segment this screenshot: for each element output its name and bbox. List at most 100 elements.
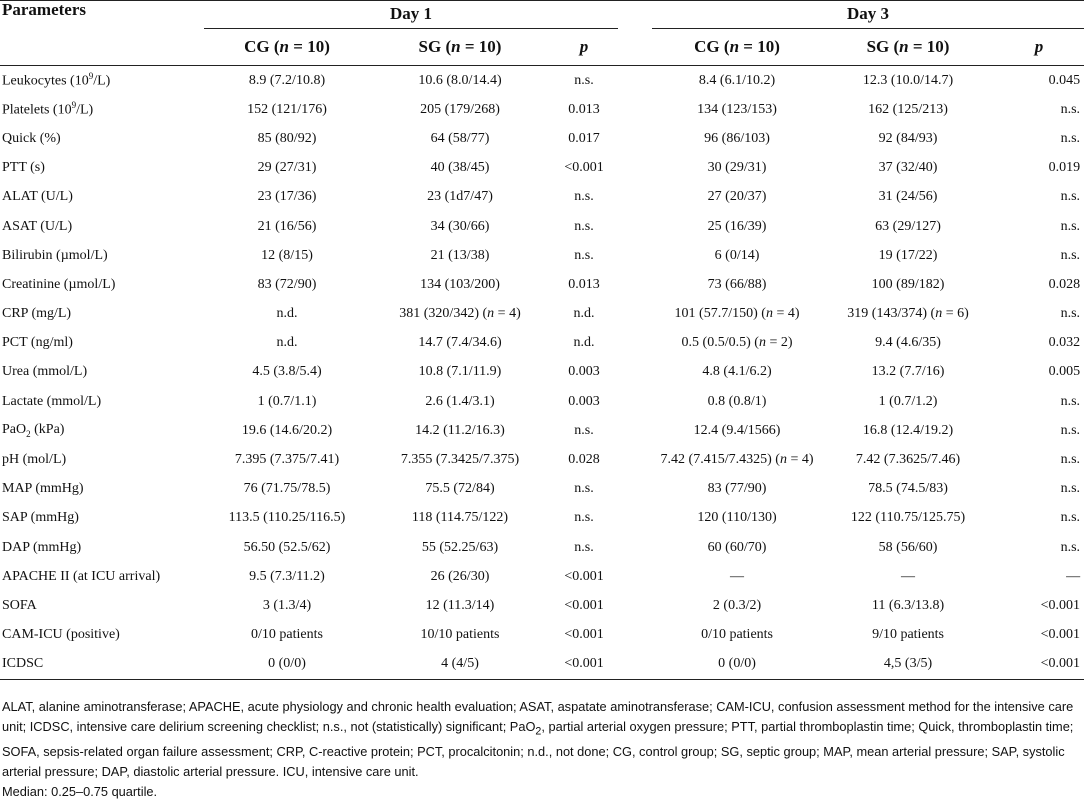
- day1-p-cell: 0.028: [568, 452, 600, 468]
- day3-sg-cell: 100 (89/182): [871, 276, 945, 292]
- table-row: SOFA 3 (1.3/4) 12 (11.3/14) <0.001 2 (0.3/2)…: [0, 591, 1084, 620]
- day3-sg-cell: 63 (29/127): [875, 218, 941, 234]
- day3-p-cell: 0.028: [1048, 276, 1081, 292]
- day1-p-cell: n.s.: [574, 218, 594, 234]
- table-row: Leukocytes (109/L) 8.9 (7.2/10.8) 10.6 (8.…: [0, 66, 1084, 96]
- day3-sg-header: SG (n = 10): [822, 28, 995, 66]
- day3-p-cell: <0.001: [1040, 627, 1081, 643]
- day3-sg-cell: 58 (56/60): [878, 539, 938, 555]
- day3-p-cell: n.s.: [1060, 218, 1081, 234]
- day3-sg-cell: —: [901, 568, 916, 584]
- header-row-groups: CG (n = 10) SG (n = 10) p CG (n = 10) SG…: [0, 28, 1084, 66]
- day1-cg-cell: 12 (8/15): [261, 247, 313, 263]
- table-body: Leukocytes (109/L) 8.9 (7.2/10.8) 10.6 (8.…: [0, 66, 1084, 680]
- parameter-cell: Bilirubin (µmol/L): [2, 247, 108, 263]
- day1-sg-cell: 34 (30/66): [430, 218, 490, 234]
- table-footnote: ALAT, alanine aminotransferase; APACHE, …: [2, 697, 1078, 802]
- day3-p-cell: n.s.: [1060, 481, 1081, 497]
- day3-header: Day 3: [652, 0, 1084, 29]
- day1-sg-cell: 12 (11.3/14): [425, 597, 495, 613]
- parameter-cell: SAP (mmHg): [2, 510, 79, 526]
- day1-cg-cell: 85 (80/92): [257, 130, 317, 146]
- day3-p-cell: <0.001: [1040, 597, 1081, 613]
- day3-cg-cell: 0/10 patients: [701, 627, 773, 643]
- table-row: SAP (mmHg) 113.5 (110.25/116.5) 118 (114.7…: [0, 504, 1084, 533]
- day3-sg-cell: 11 (6.3/13.8): [871, 597, 945, 613]
- day1-cg-cell: 4.5 (3.8/5.4): [252, 364, 322, 380]
- day1-sg-cell: 26 (26/30): [430, 568, 490, 584]
- day1-sg-cell: 10/10 patients: [420, 627, 500, 643]
- day3-sg-cell: 9.4 (4.6/35): [875, 335, 941, 351]
- day1-cg-cell: 8.9 (7.2/10.8): [248, 72, 326, 88]
- day1-header: Day 1: [204, 0, 619, 29]
- parameter-cell: Platelets (109/L): [2, 100, 94, 119]
- day1-cg-cell: 21 (16/56): [257, 218, 317, 234]
- day1-sg-cell: 381 (320/342) (n = 4): [399, 306, 521, 322]
- day3-cg-cell: 27 (20/37): [707, 189, 767, 205]
- day3-p-cell: n.s.: [1060, 247, 1081, 263]
- day1-p-cell: <0.001: [564, 568, 604, 584]
- day1-p-cell: 0.003: [568, 393, 600, 409]
- day3-cg-cell: 8.4 (6.1/10.2): [698, 72, 776, 88]
- day3-cg-cell: 25 (16/39): [707, 218, 767, 234]
- day1-sg-cell: 55 (52.25/63): [421, 539, 499, 555]
- day1-cg-cell: 7.395 (7.375/7.41): [234, 452, 340, 468]
- table-row: APACHE II (at ICU arrival) 9.5 (7.3/11.2)…: [0, 562, 1084, 591]
- day3-p-cell: n.s.: [1060, 101, 1081, 117]
- day3-sg-cell: 9/10 patients: [872, 627, 944, 643]
- parameter-cell: APACHE II (at ICU arrival): [2, 568, 161, 584]
- day1-cg-header: CG (n = 10): [204, 28, 370, 66]
- day3-cg-cell: 0 (0/0): [652, 649, 823, 680]
- parameter-cell: Quick (%): [2, 130, 61, 146]
- day1-cg-cell: 3 (1.3/4): [262, 597, 312, 613]
- day3-sg-cell: 1 (0.7/1.2): [878, 393, 938, 409]
- table-row: MAP (mmHg) 76 (71.75/78.5) 75.5 (72/84) n.s…: [0, 475, 1084, 504]
- day3-sg-cell: 92 (84/93): [878, 130, 938, 146]
- parameter-cell: Creatinine (µmol/L): [2, 276, 116, 292]
- table-row: PTT (s) 29 (27/31) 40 (38/45) <0.001 30 (29/…: [0, 154, 1084, 183]
- day1-sg-cell: 14.7 (7.4/34.6): [418, 335, 502, 351]
- day1-cg-cell: n.d.: [276, 306, 298, 322]
- lab-results-table: Parameters Day 1 Day 3 CG (n = 10) SG (n…: [0, 0, 1084, 680]
- day3-cg-cell: 134 (123/153): [697, 101, 777, 117]
- day3-sg-cell: 7.42 (7.3625/7.46): [855, 452, 961, 468]
- day1-sg-cell: 14.2 (11.2/16.3): [415, 422, 505, 438]
- day3-p-cell: n.s.: [1060, 189, 1081, 205]
- day3-cg-cell: 12.4 (9.4/1566): [693, 422, 781, 438]
- parameter-cell: PaO2 (kPa): [2, 422, 65, 440]
- day3-sg-cell: 13.2 (7.7/16): [871, 364, 945, 380]
- day1-p-cell: <0.001: [564, 627, 604, 643]
- day1-p-cell: <0.001: [550, 649, 619, 680]
- day3-p-cell: 0.019: [1048, 160, 1081, 176]
- day3-cg-cell: 101 (57.7/150) (n = 4): [674, 306, 800, 322]
- day3-p-cell: n.s.: [1060, 306, 1081, 322]
- table-row: DAP (mmHg) 56.50 (52.5/62) 55 (52.25/63) n.…: [0, 533, 1084, 562]
- day1-p-cell: n.s.: [574, 247, 594, 263]
- day3-sg-cell: 319 (143/374) (n = 6): [847, 306, 969, 322]
- day1-cg-cell: 9.5 (7.3/11.2): [249, 568, 325, 584]
- day1-sg-cell: 134 (103/200): [420, 276, 500, 292]
- table-row: PaO2 (kPa) 19.6 (14.6/20.2) 14.2 (11.2/16.…: [0, 416, 1084, 445]
- day3-p-cell: 0.005: [1048, 364, 1081, 380]
- day1-cg-cell: 29 (27/31): [257, 160, 317, 176]
- parameter-cell: ALAT (U/L): [2, 189, 73, 205]
- day3-sg-cell: 162 (125/213): [868, 101, 948, 117]
- day1-p-cell: n.s.: [574, 422, 594, 438]
- day1-sg-cell: 7.355 (7.3425/7.375): [400, 452, 520, 468]
- day1-cg-cell: 83 (72/90): [257, 276, 317, 292]
- table-row: CAM-ICU (positive) 0/10 patients 10/10 pat…: [0, 621, 1084, 650]
- parameter-cell: ICDSC: [0, 649, 204, 680]
- parameter-cell: ASAT (U/L): [2, 218, 73, 234]
- table-row: Lactate (mmol/L) 1 (0.7/1.1) 2.6 (1.4/3.1)…: [0, 387, 1084, 416]
- day1-sg-cell: 64 (58/77): [430, 130, 490, 146]
- day1-sg-cell: 2.6 (1.4/3.1): [425, 393, 495, 409]
- day3-cg-cell: 4.8 (4.1/6.2): [702, 364, 772, 380]
- day3-cg-cell: 96 (86/103): [704, 130, 770, 146]
- day3-cg-cell: 83 (77/90): [707, 481, 767, 497]
- day3-p-cell: n.s.: [1060, 422, 1081, 438]
- day3-cg-cell: 0.5 (0.5/0.5) (n = 2): [681, 335, 793, 351]
- parameter-cell: DAP (mmHg): [2, 539, 82, 555]
- parameter-cell: CRP (mg/L): [2, 306, 72, 322]
- day1-p-cell: <0.001: [564, 597, 604, 613]
- table-row: Platelets (109/L) 152 (121/176) 205 (179/2…: [0, 95, 1084, 124]
